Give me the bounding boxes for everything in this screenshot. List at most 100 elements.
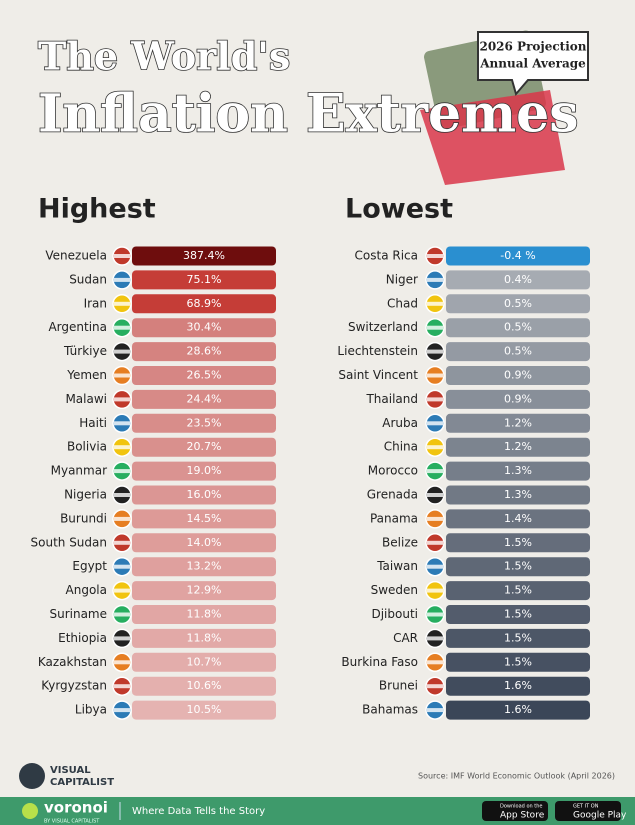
country-name: China (384, 440, 418, 454)
country-name: Angola (66, 583, 107, 597)
country-name: Aruba (382, 416, 418, 430)
google-play-button[interactable] (555, 801, 621, 821)
value-bar (132, 509, 276, 529)
footer: VISUAL CAPITALIST Source: IMF World Econ… (0, 763, 635, 825)
value-label: 1.2% (504, 416, 532, 429)
value-label: 10.6% (187, 679, 222, 692)
brand-top: VISUAL (50, 765, 91, 776)
tagline: Where Data Tells the Story (132, 806, 265, 817)
value-bar (132, 533, 276, 553)
value-label: 68.9% (187, 297, 222, 310)
value-label: 20.7% (187, 440, 222, 453)
value-bar (132, 485, 276, 505)
country-name: Sweden (371, 583, 418, 597)
value-bar (132, 294, 276, 314)
flag-stripe (427, 636, 443, 641)
country-name: Kyrgyzstan (41, 679, 107, 693)
flag-stripe (427, 301, 443, 306)
country-name: Venezuela (45, 249, 107, 263)
country-name: Costa Rica (355, 249, 418, 263)
country-name: Libya (75, 703, 107, 717)
value-bar (132, 652, 276, 672)
country-name: Malawi (65, 392, 107, 406)
app-sub: BY VISUAL CAPITALIST (44, 819, 100, 825)
flag-stripe (427, 469, 443, 474)
flag-stripe (114, 588, 130, 593)
value-bar (132, 366, 276, 385)
flag-stripe (114, 373, 130, 378)
country-name: Djibouti (371, 607, 418, 621)
value-bar (446, 437, 590, 457)
country-name: Haiti (79, 416, 107, 430)
value-label: 1.6% (504, 703, 532, 716)
value-bar (446, 366, 590, 385)
country-name: Bolivia (67, 440, 107, 454)
rows: Venezuela 387.4% Sudan 75.1% Iran 68.9% Argent… (31, 246, 590, 720)
flag-stripe (427, 588, 443, 593)
country-name: South Sudan (31, 535, 108, 549)
value-bar (446, 652, 590, 672)
store1: App Store (500, 811, 545, 821)
store1-small: Download on the (500, 804, 542, 810)
flag-stripe (427, 708, 443, 713)
value-label: 16.0% (187, 488, 222, 501)
value-label: 0.9% (504, 392, 532, 405)
value-bar (132, 389, 276, 409)
title-line1: The World's (38, 34, 290, 79)
flag-stripe (427, 254, 443, 258)
value-label: 0.9% (504, 369, 532, 382)
country-name: Panama (370, 511, 418, 525)
value-label: -0.4 % (500, 249, 535, 262)
value-bar (132, 605, 276, 624)
value-bar (132, 413, 276, 433)
flag-stripe (114, 708, 130, 713)
value-label: 10.7% (187, 655, 222, 668)
country-name: Ethiopia (58, 631, 107, 645)
value-label: 11.8% (187, 631, 222, 644)
flag-stripe (114, 469, 130, 474)
flag-stripe (114, 254, 130, 258)
title-line2: Inflation Extremes (38, 84, 579, 145)
country-name: Saint Vincent (338, 368, 418, 382)
value-label: 1.6% (504, 679, 532, 692)
value-label: 1.3% (504, 464, 532, 477)
country-name: Burundi (60, 511, 107, 525)
app-name: voronoi (44, 799, 108, 817)
value-label: 13.2% (187, 560, 222, 573)
flag-stripe (114, 612, 130, 617)
value-label: 0.4% (504, 273, 532, 286)
value-bar (446, 413, 590, 433)
value-bar (446, 628, 590, 648)
value-bar (132, 628, 276, 648)
value-label: 0.5% (504, 345, 532, 358)
value-bar (132, 437, 276, 457)
value-bar (446, 294, 590, 314)
value-bar (132, 318, 276, 338)
flag-stripe (427, 445, 443, 450)
value-label: 0.5% (504, 297, 532, 310)
value-label: 24.4% (187, 392, 222, 405)
value-bar (132, 461, 276, 481)
country-name: Switzerland (348, 320, 418, 334)
lowest-heading: Lowest (345, 194, 453, 225)
value-label: 1.5% (504, 536, 532, 549)
country-name: Taiwan (376, 559, 418, 573)
flag-stripe (427, 493, 443, 497)
value-label: 75.1% (187, 273, 222, 286)
flag-stripe (114, 660, 130, 665)
value-bar (132, 342, 276, 362)
flag-stripe (114, 349, 130, 354)
value-label: 23.5% (187, 416, 222, 429)
country-name: Sudan (69, 272, 107, 286)
badge-line2: Annual Average (479, 57, 586, 71)
brand-bottom: CAPITALIST (50, 777, 114, 788)
app-store-button[interactable] (482, 801, 548, 821)
country-name: Liechtenstein (337, 344, 418, 358)
value-bar (446, 533, 590, 553)
country-name: Argentina (48, 320, 107, 334)
country-name: Iran (84, 296, 107, 310)
badge (477, 31, 589, 97)
value-bar (446, 461, 590, 481)
flag-stripe (114, 564, 130, 569)
